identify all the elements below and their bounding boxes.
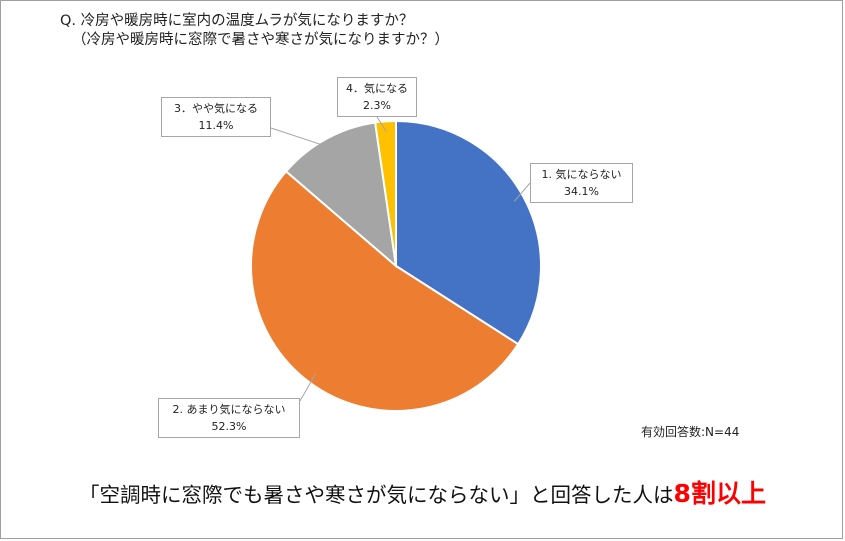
callout-slice-3: 3．やや気になる 11.4% xyxy=(161,97,271,137)
leader-line-3 xyxy=(270,127,332,149)
conclusion-text: 「空調時に窓際でも暑さや寒さが気にならない」と回答した人は8割以上 xyxy=(0,474,845,510)
slice-label-1: 1. 気にならない xyxy=(541,168,622,181)
slice-value-3: 11.4% xyxy=(198,119,234,132)
callout-slice-4: 4．気になる 2.3% xyxy=(337,77,417,117)
slice-value-4: 2.3% xyxy=(363,99,391,112)
callout-slice-1: 1. 気にならない 34.1% xyxy=(530,163,633,203)
pie-slice-4 xyxy=(374,119,397,267)
question-line-1: Q. 冷房や暖房時に室内の温度ムラが気になりますか？ xyxy=(60,13,414,29)
callout-slice-2: 2. あまり気にならない 52.3% xyxy=(158,398,300,438)
slice-value-2: 52.3% xyxy=(211,420,247,433)
slice-label-3: 3．やや気になる xyxy=(174,102,258,115)
slice-value-1: 34.1% xyxy=(564,185,599,198)
conclusion-main: 「空調時に窓際でも暑さや寒さが気にならない」と回答した人は xyxy=(79,483,674,507)
leader-line-4 xyxy=(376,116,387,132)
slice-label-4: 4．気になる xyxy=(346,82,408,95)
question-title: Q. 冷房や暖房時に室内の温度ムラが気になりますか？ （冷房や暖房時に窓際で暑さ… xyxy=(60,12,449,50)
pie-slice-3 xyxy=(284,121,398,269)
leader-line-2 xyxy=(299,373,316,402)
question-line-2: （冷房や暖房時に窓際で暑さや寒さが気になりますか？） xyxy=(72,32,449,48)
sample-size-note: 有効回答数:N=44 xyxy=(641,425,740,439)
slice-label-2: 2. あまり気にならない xyxy=(172,403,286,416)
conclusion-emphasis: 8割以上 xyxy=(673,479,766,508)
pie-slice-2 xyxy=(250,169,520,412)
leader-line-1 xyxy=(513,182,531,202)
